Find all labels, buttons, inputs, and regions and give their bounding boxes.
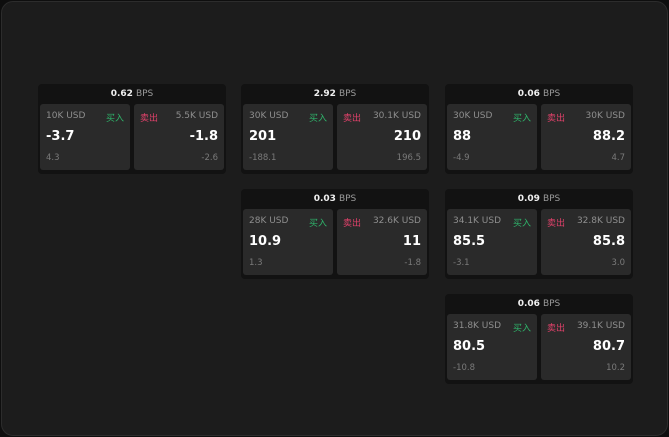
- ask-cell[interactable]: 卖出 5.5K USD -1.8 -2.6: [134, 104, 224, 170]
- ask-change: 4.7: [611, 153, 625, 163]
- bid-cell[interactable]: 30K USD 买入 201 -188.1: [243, 104, 333, 170]
- buy-label: 买入: [105, 114, 124, 124]
- spread-unit: BPS: [338, 89, 357, 99]
- spread-value: 0.03: [313, 194, 336, 204]
- ask-price: 11: [402, 234, 421, 249]
- spread-value: 2.92: [313, 89, 336, 99]
- spread-unit: BPS: [338, 194, 357, 204]
- ask-cell[interactable]: 卖出 30.1K USD 210 196.5: [337, 104, 427, 170]
- bid-quantity: 30K USD: [249, 111, 289, 121]
- bid-price: 80.5: [453, 339, 486, 354]
- sell-label: 卖出: [547, 114, 566, 124]
- ask-change: -2.6: [201, 153, 218, 163]
- bid-quantity: 31.8K USD: [453, 321, 502, 331]
- ask-change: -1.8: [404, 258, 421, 268]
- spread-value: 0.06: [517, 299, 540, 309]
- spread-unit: BPS: [542, 89, 561, 99]
- spread-header: 0.62 BPS: [38, 84, 226, 104]
- ask-cell[interactable]: 卖出 32.6K USD 11 -1.8: [337, 209, 427, 275]
- ask-price: -1.8: [189, 129, 218, 144]
- ask-price: 85.8: [592, 234, 625, 249]
- quote-panel: 2.92 BPS 30K USD 买入 201 -188.1 卖出 30.1K U…: [241, 84, 429, 174]
- bid-cell[interactable]: 34.1K USD 买入 85.5 -3.1: [447, 209, 537, 275]
- bid-change: -3.1: [453, 258, 470, 268]
- ask-price: 88.2: [592, 129, 625, 144]
- bid-change: 4.3: [46, 153, 60, 163]
- spread-header: 0.03 BPS: [241, 189, 429, 209]
- quote-panel: 0.09 BPS 34.1K USD 买入 85.5 -3.1 卖出 32.8K …: [445, 189, 633, 279]
- bid-price: 201: [249, 129, 277, 144]
- ask-quantity: 32.6K USD: [372, 216, 421, 226]
- ask-quantity: 30K USD: [585, 111, 625, 121]
- spread-unit: BPS: [542, 194, 561, 204]
- quote-panel: 0.03 BPS 28K USD 买入 10.9 1.3 卖出 32.6K USD…: [241, 189, 429, 279]
- ask-quantity: 5.5K USD: [175, 111, 218, 121]
- bid-cell[interactable]: 30K USD 买入 88 -4.9: [447, 104, 537, 170]
- bid-quantity: 34.1K USD: [453, 216, 502, 226]
- spread-unit: BPS: [542, 299, 561, 309]
- bid-price: -3.7: [46, 129, 75, 144]
- quote-panel: 0.06 BPS 30K USD 买入 88 -4.9 卖出 30K USD 88…: [445, 84, 633, 174]
- ask-cell[interactable]: 卖出 39.1K USD 80.7 10.2: [541, 314, 631, 380]
- spread-value: 0.06: [517, 89, 540, 99]
- ask-price: 80.7: [592, 339, 625, 354]
- buy-label: 买入: [512, 114, 531, 124]
- ask-quantity: 39.1K USD: [576, 321, 625, 331]
- ask-quantity: 30.1K USD: [372, 111, 421, 121]
- bid-quantity: 30K USD: [453, 111, 493, 121]
- quote-panel: 0.06 BPS 31.8K USD 买入 80.5 -10.8 卖出 39.1K…: [445, 294, 633, 384]
- buy-label: 买入: [512, 324, 531, 334]
- spread-header: 0.09 BPS: [445, 189, 633, 209]
- spread-value: 0.09: [517, 194, 540, 204]
- ask-cell[interactable]: 卖出 32.8K USD 85.8 3.0: [541, 209, 631, 275]
- bid-cell[interactable]: 28K USD 买入 10.9 1.3: [243, 209, 333, 275]
- bid-price: 10.9: [249, 234, 282, 249]
- spread-value: 0.62: [110, 89, 133, 99]
- ask-change: 196.5: [396, 153, 421, 163]
- spread-header: 2.92 BPS: [241, 84, 429, 104]
- sell-label: 卖出: [343, 114, 362, 124]
- bid-price: 88: [453, 129, 472, 144]
- ask-cell[interactable]: 卖出 30K USD 88.2 4.7: [541, 104, 631, 170]
- quote-panel: 0.62 BPS 10K USD 买入 -3.7 4.3 卖出 5.5K USD …: [38, 84, 226, 174]
- bid-cell[interactable]: 10K USD 买入 -3.7 4.3: [40, 104, 130, 170]
- spread-unit: BPS: [135, 89, 154, 99]
- sell-label: 卖出: [140, 114, 159, 124]
- buy-label: 买入: [512, 219, 531, 229]
- bid-change: -188.1: [249, 153, 277, 163]
- buy-label: 买入: [308, 114, 327, 124]
- bid-change: -10.8: [453, 363, 475, 373]
- sell-label: 卖出: [547, 219, 566, 229]
- ask-change: 3.0: [611, 258, 625, 268]
- bid-quantity: 28K USD: [249, 216, 289, 226]
- sell-label: 卖出: [343, 219, 362, 229]
- ask-change: 10.2: [606, 363, 625, 373]
- spread-header: 0.06 BPS: [445, 84, 633, 104]
- spread-header: 0.06 BPS: [445, 294, 633, 314]
- bid-quantity: 10K USD: [46, 111, 86, 121]
- bid-change: 1.3: [249, 258, 263, 268]
- buy-label: 买入: [308, 219, 327, 229]
- bid-change: -4.9: [453, 153, 470, 163]
- ask-price: 210: [393, 129, 421, 144]
- ask-quantity: 32.8K USD: [576, 216, 625, 226]
- bid-price: 85.5: [453, 234, 486, 249]
- bid-cell[interactable]: 31.8K USD 买入 80.5 -10.8: [447, 314, 537, 380]
- sell-label: 卖出: [547, 324, 566, 334]
